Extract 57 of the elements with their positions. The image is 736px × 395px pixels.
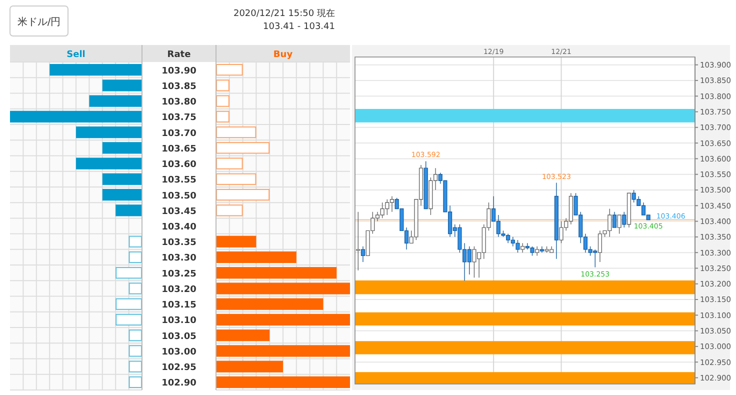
text: Buy — [273, 50, 293, 60]
y-tick-label: 103.05 — [162, 332, 196, 342]
bar — [216, 110, 230, 122]
candlestick — [554, 182, 558, 260]
y-tick-label: 103.10 — [162, 316, 196, 326]
y-tick-label: 103.70 — [162, 128, 196, 139]
y-tick-label: 103.85 — [162, 82, 196, 92]
y-tick-label: 103.20 — [162, 284, 196, 295]
bar — [216, 204, 243, 216]
y-tick-label: 103.90 — [162, 66, 196, 76]
bar — [216, 188, 270, 201]
bar — [216, 298, 324, 310]
y-tick-label: 102.95 — [162, 363, 196, 374]
chart-title: 2020/12/21 15:50 現在 — [233, 8, 335, 19]
candlestick — [617, 214, 622, 234]
candlestick — [424, 160, 428, 210]
candlestick — [626, 192, 632, 228]
bar — [216, 142, 270, 154]
candlestick — [520, 242, 525, 253]
bar — [216, 158, 243, 170]
y-tick-label: 103.55 — [162, 176, 196, 186]
bar — [216, 330, 270, 342]
y-tick-label: 103.45 — [162, 206, 196, 217]
y-tick-label: 103.65 — [162, 144, 196, 154]
y-tick-label: 103.30 — [162, 254, 196, 264]
y-tick-label: 103.40 — [162, 222, 196, 232]
y-tick-label: 103.00 — [162, 347, 196, 358]
bar — [216, 376, 350, 388]
y-tick-label: 103.15 — [162, 300, 196, 311]
bar — [216, 64, 243, 76]
series-label: Sell — [66, 50, 86, 60]
y-tick-label: 103.35 — [162, 238, 196, 248]
candlestick — [360, 246, 366, 262]
bar — [216, 236, 256, 248]
chart-subtitle: 103.41 - 103.41 — [263, 22, 335, 32]
bar — [216, 80, 230, 92]
chart-title: 米ドル/円 — [17, 16, 61, 28]
candlestick — [535, 246, 540, 256]
bar — [216, 360, 283, 372]
bar — [216, 282, 350, 294]
y-tick-label: 103.60 — [162, 160, 196, 170]
bar — [216, 314, 350, 326]
y-tick-label: 103.50 — [162, 191, 196, 202]
bar — [216, 126, 256, 138]
y-tick-label: 103.80 — [162, 98, 196, 108]
bar — [216, 173, 256, 185]
y-tick-label: 103.25 — [162, 269, 196, 280]
bar — [216, 251, 296, 264]
bar — [216, 345, 350, 357]
candlestick — [540, 246, 544, 253]
candlestick — [622, 212, 626, 228]
candlestick — [612, 212, 617, 228]
y-tick-label: 103.75 — [162, 113, 196, 124]
y-tick-label: 102.90 — [162, 378, 196, 389]
bar — [216, 267, 337, 279]
y-axis-title: Rate — [167, 50, 191, 60]
bar — [216, 95, 230, 107]
